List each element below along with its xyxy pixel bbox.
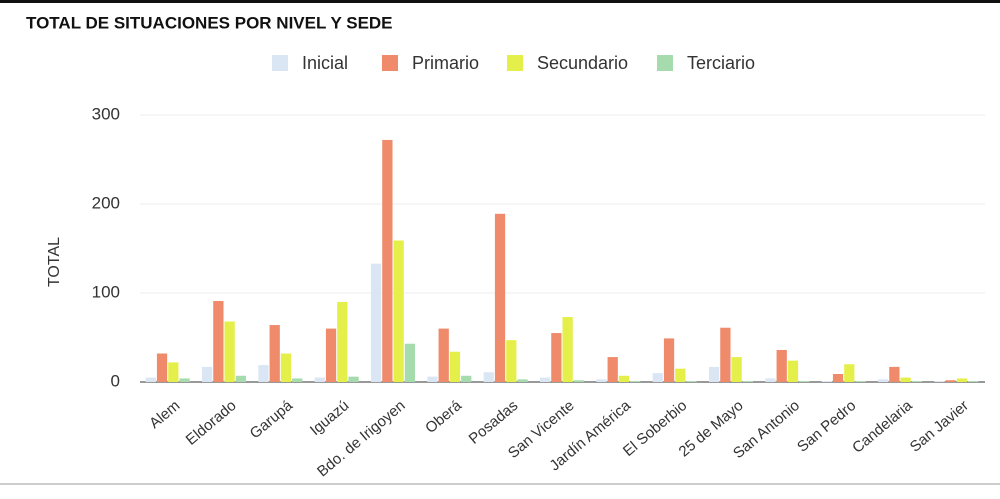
- y-tick-label: 200: [92, 193, 120, 212]
- bar: [461, 375, 472, 382]
- bar: [956, 378, 968, 382]
- y-tick-label: 100: [92, 282, 120, 301]
- legend-swatch: [657, 55, 673, 71]
- y-axis-label: TOTAL: [46, 237, 63, 287]
- bar: [900, 377, 911, 382]
- x-tick-label: Candelaria: [849, 397, 916, 457]
- bar: [156, 353, 168, 382]
- bar: [551, 333, 562, 382]
- bar: [675, 368, 686, 382]
- bar: [213, 301, 224, 382]
- x-tick-label: San Pedro: [794, 397, 859, 456]
- bar: [168, 362, 179, 382]
- bar: [889, 366, 900, 382]
- bar: [652, 373, 663, 382]
- bar: [404, 343, 416, 382]
- bar: [506, 340, 517, 382]
- bar: [731, 357, 742, 382]
- x-tick-label: San Javier: [907, 397, 972, 456]
- bar: [573, 380, 585, 382]
- bar: [686, 381, 697, 382]
- bar: [314, 377, 325, 382]
- x-tick-label: Oberá: [422, 397, 465, 437]
- bar: [562, 317, 573, 382]
- bar: [280, 353, 292, 382]
- bar: [449, 351, 461, 382]
- bar: [877, 379, 889, 382]
- bar: [776, 349, 787, 382]
- bar: [427, 376, 438, 382]
- bar: [742, 381, 754, 382]
- bar: [292, 378, 303, 382]
- legend-label: Primario: [412, 53, 479, 73]
- bar: [145, 377, 156, 382]
- bar: [618, 375, 630, 382]
- legend-swatch: [382, 55, 398, 71]
- bar: [224, 321, 235, 382]
- bar: [348, 376, 359, 382]
- legend-label: Inicial: [302, 53, 348, 73]
- bar: [832, 373, 844, 382]
- bar: [269, 325, 280, 382]
- bar: [844, 364, 855, 382]
- legend-swatch: [507, 55, 523, 71]
- x-tick-label: Eldorado: [183, 397, 240, 449]
- bar: [799, 381, 810, 382]
- bar: [787, 360, 799, 382]
- bar: [720, 327, 731, 382]
- top-rule: [0, 0, 1000, 3]
- bar: [337, 301, 348, 382]
- y-tick-label: 0: [111, 371, 120, 390]
- x-tick-label: Iguazú: [307, 397, 352, 439]
- y-tick-label: 300: [92, 104, 120, 123]
- bar: [663, 338, 675, 382]
- legend-label: Terciario: [687, 53, 755, 73]
- bar: [945, 380, 956, 382]
- x-tick-label: Garupá: [247, 397, 297, 443]
- bar: [607, 357, 618, 382]
- bar: [708, 366, 720, 382]
- legend-swatch: [272, 55, 288, 71]
- bar: [821, 381, 832, 382]
- bar: [325, 328, 337, 382]
- bar: [968, 381, 979, 382]
- bar: [258, 365, 269, 382]
- bar: [494, 213, 506, 382]
- x-tick-label: Alem: [146, 397, 183, 432]
- bar: [382, 139, 393, 382]
- bar: [179, 378, 190, 382]
- bar: [630, 381, 641, 382]
- bar: [201, 366, 213, 382]
- bar: [539, 377, 551, 382]
- x-tick-label: Posadas: [466, 397, 522, 448]
- bar: [765, 378, 776, 382]
- bar: [855, 381, 866, 382]
- legend-label: Secundario: [537, 53, 628, 73]
- bar: [911, 381, 923, 382]
- bar: [370, 263, 382, 382]
- bar: [483, 372, 494, 382]
- bar: [517, 379, 528, 382]
- bar: [596, 379, 607, 382]
- chart-title: TOTAL DE SITUACIONES POR NIVEL Y SEDE: [26, 13, 393, 32]
- bar: [934, 381, 945, 382]
- bar: [235, 375, 247, 382]
- bar: [438, 328, 449, 382]
- bar: [393, 240, 404, 382]
